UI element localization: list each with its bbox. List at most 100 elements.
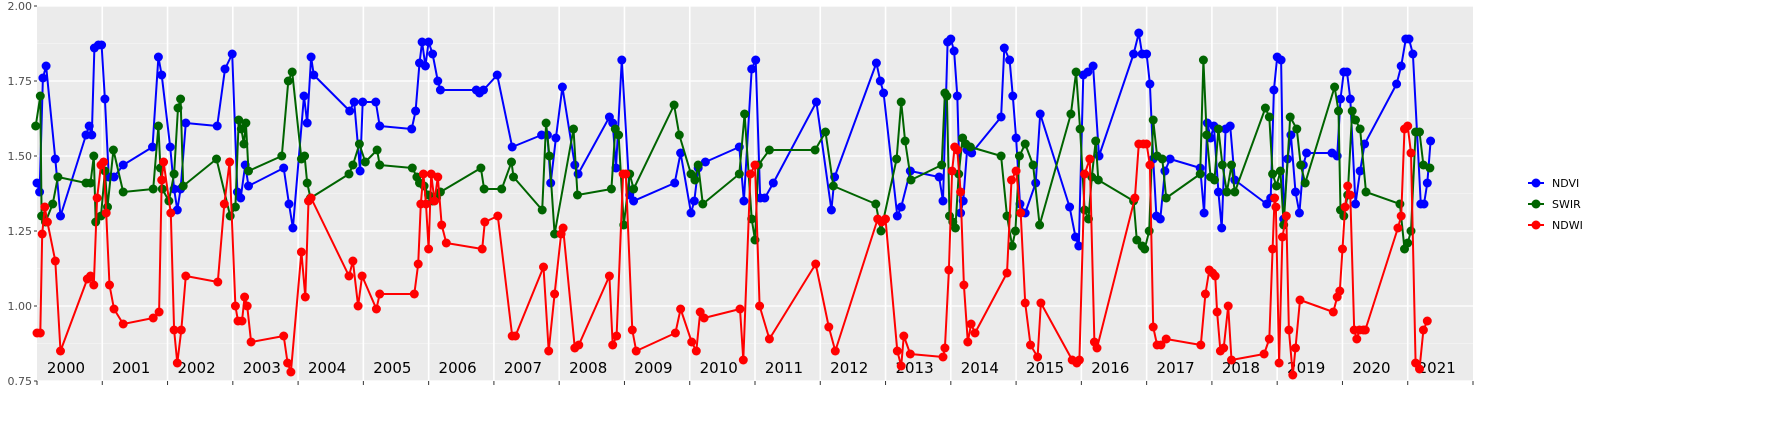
year-label: 2009 bbox=[634, 359, 672, 377]
ndvi-point bbox=[871, 58, 881, 68]
ndwi-point bbox=[1212, 307, 1222, 317]
ndvi-point bbox=[686, 208, 696, 218]
ndwi-point bbox=[755, 301, 765, 311]
ndvi-point bbox=[165, 142, 175, 152]
ndwi-point bbox=[896, 361, 906, 371]
ndvi-point bbox=[1294, 208, 1304, 218]
ndvi-point bbox=[345, 106, 355, 116]
ndwi-point bbox=[1295, 295, 1305, 305]
ndvi-point bbox=[1392, 79, 1402, 89]
ndvi-point bbox=[1165, 154, 1175, 164]
ndvi-point bbox=[629, 196, 639, 206]
swir-point bbox=[173, 103, 183, 113]
swir-point bbox=[169, 169, 179, 179]
ndvi-point bbox=[676, 148, 686, 158]
ndvi-point bbox=[424, 37, 434, 47]
swir-point bbox=[690, 175, 700, 185]
ndwi-point bbox=[430, 196, 439, 206]
ndwi-point bbox=[101, 208, 111, 218]
ndwi-point bbox=[738, 355, 748, 365]
ndvi-point bbox=[1213, 187, 1223, 197]
swir-point bbox=[1264, 112, 1274, 122]
ndwi-point bbox=[42, 217, 52, 227]
y-tick-label: 1.00 bbox=[8, 300, 33, 313]
swir-point bbox=[569, 124, 578, 134]
ndwi-point bbox=[1345, 190, 1355, 200]
ndwi-point bbox=[109, 304, 119, 314]
swir-point bbox=[764, 145, 774, 155]
ndwi-point bbox=[1340, 202, 1350, 212]
ndwi-point bbox=[441, 238, 451, 248]
ndwi-point bbox=[1264, 334, 1274, 344]
ndvi-point bbox=[1404, 34, 1414, 44]
ndwi-point bbox=[1291, 343, 1300, 353]
ndvi-point bbox=[148, 142, 157, 152]
swir-point bbox=[1007, 241, 1017, 251]
swir-point bbox=[375, 160, 385, 170]
ndwi-point bbox=[1418, 325, 1428, 335]
swir-point bbox=[1334, 106, 1343, 116]
ndwi-point bbox=[157, 175, 167, 185]
ndvi-point bbox=[768, 178, 778, 188]
ndvi-point bbox=[1419, 199, 1429, 209]
ndvi-point bbox=[435, 85, 445, 95]
year-label: 2003 bbox=[243, 359, 281, 377]
ndwi-point bbox=[1161, 334, 1171, 344]
year-label: 2021 bbox=[1418, 359, 1456, 377]
swir-point bbox=[230, 202, 240, 212]
ndwi-point bbox=[344, 271, 354, 281]
ndvi-point bbox=[760, 193, 770, 203]
ndwi-point bbox=[1270, 193, 1280, 203]
swir-point bbox=[108, 145, 118, 155]
y-tick-label: 1.75 bbox=[8, 75, 33, 88]
ndvi-point bbox=[1217, 223, 1227, 233]
ndvi-point bbox=[1426, 136, 1436, 146]
ndvi-point bbox=[50, 154, 60, 164]
ndwi-point bbox=[240, 292, 250, 302]
ndvi-point bbox=[1142, 49, 1152, 59]
ndwi-point bbox=[296, 247, 306, 257]
ndwi-point bbox=[539, 262, 548, 272]
ndvi-point bbox=[492, 70, 502, 80]
ndwi-point bbox=[550, 289, 560, 299]
ndwi-point bbox=[1288, 370, 1298, 380]
ndvi-point bbox=[1355, 166, 1365, 176]
ndwi-point bbox=[219, 199, 229, 209]
ndwi-point bbox=[1352, 334, 1362, 344]
ndvi-point bbox=[747, 64, 757, 74]
ndvi-point bbox=[284, 199, 294, 209]
swir-point bbox=[942, 91, 952, 101]
ndvi-point bbox=[41, 61, 51, 71]
ndvi-point bbox=[358, 97, 368, 107]
ndwi-point bbox=[1343, 181, 1353, 191]
swir-point bbox=[1272, 181, 1281, 191]
swir-point bbox=[537, 205, 547, 215]
ndwi-point bbox=[172, 358, 182, 368]
ndvi-point bbox=[244, 181, 253, 191]
ndvi-point bbox=[1351, 199, 1360, 209]
ndwi-point bbox=[1274, 358, 1284, 368]
ndvi-point bbox=[355, 166, 365, 176]
ndwi-point bbox=[824, 322, 834, 332]
legend-label: SWIR bbox=[1552, 198, 1581, 211]
swir-point bbox=[89, 151, 99, 161]
swir-point bbox=[176, 94, 186, 104]
ndvi-point bbox=[309, 70, 319, 80]
ndvi-point bbox=[212, 121, 222, 131]
ndvi-point bbox=[299, 91, 309, 101]
ndwi-point bbox=[225, 157, 235, 167]
ndwi-point bbox=[1259, 349, 1269, 359]
ndvi-point bbox=[949, 46, 959, 56]
ndvi-point bbox=[1088, 61, 1098, 71]
ndvi-point bbox=[1302, 148, 1312, 158]
ndwi-point bbox=[938, 352, 948, 362]
ndvi-point bbox=[97, 40, 107, 50]
ndvi-point bbox=[896, 202, 906, 212]
ndvi-point bbox=[1225, 121, 1235, 131]
ndvi-point bbox=[1065, 202, 1075, 212]
ndwi-point bbox=[881, 214, 890, 224]
year-label: 2014 bbox=[961, 359, 999, 377]
ndwi-point bbox=[286, 367, 296, 377]
y-tick-label: 0.75 bbox=[8, 375, 33, 388]
